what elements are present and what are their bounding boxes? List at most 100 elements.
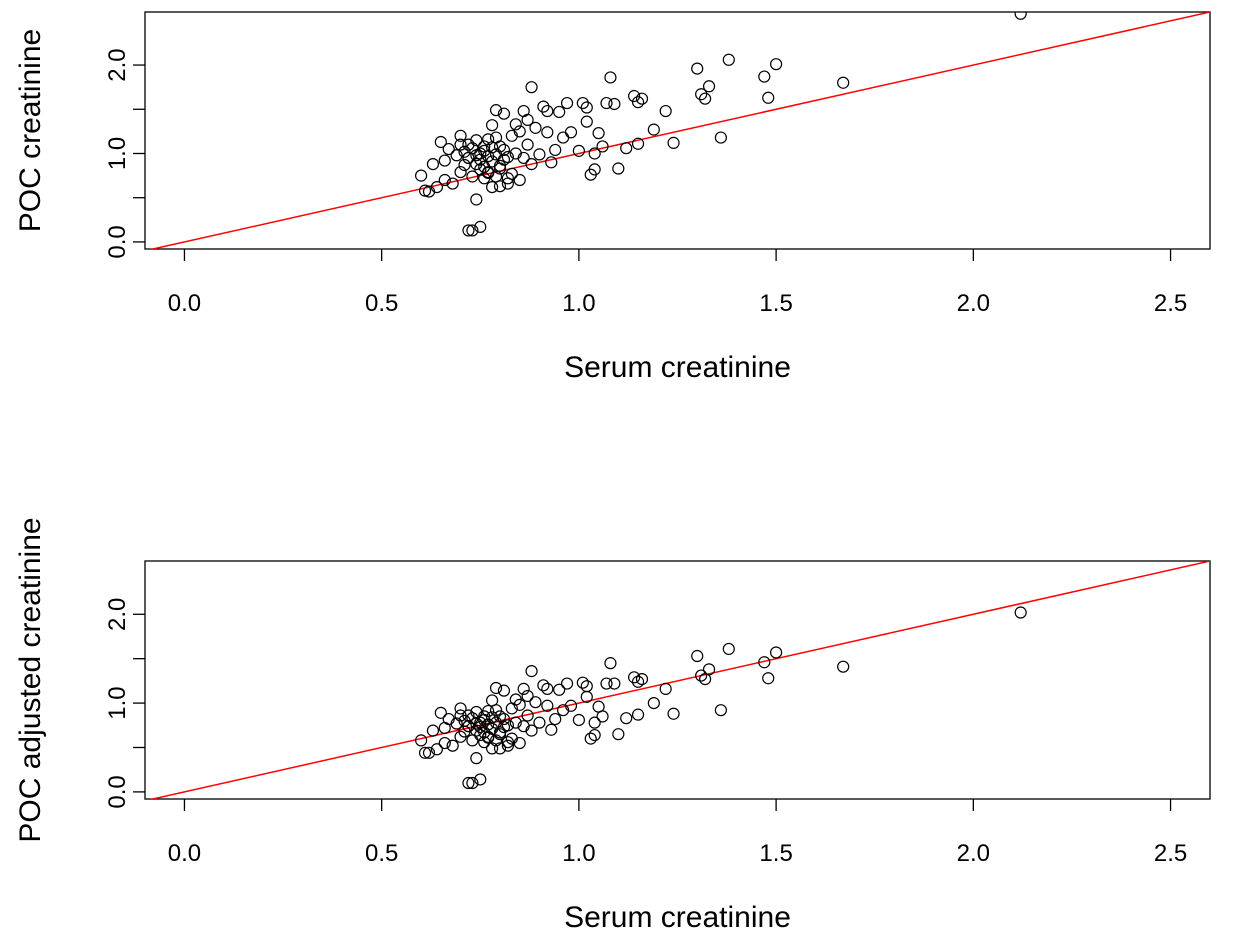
data-point	[553, 105, 566, 119]
data-point	[837, 76, 850, 89]
data-point	[466, 224, 479, 237]
data-point	[537, 100, 550, 113]
data-point	[450, 717, 463, 730]
data-point	[628, 671, 641, 684]
data-point	[541, 682, 554, 695]
data-point	[501, 177, 514, 190]
data-point	[525, 724, 538, 737]
data-point	[422, 746, 436, 759]
data-point	[1014, 606, 1027, 619]
data-point	[758, 70, 771, 83]
data-point	[474, 220, 487, 233]
data-point	[426, 158, 440, 171]
data-point	[628, 89, 641, 103]
data-point	[596, 710, 609, 723]
data-point	[474, 728, 487, 742]
data-point	[1014, 12, 1027, 20]
data-point	[501, 150, 514, 164]
data-point	[521, 113, 534, 126]
data-point	[489, 704, 503, 717]
data-point	[462, 776, 475, 790]
data-point	[446, 177, 459, 190]
data-point	[493, 710, 507, 723]
data-point	[438, 173, 451, 187]
data-point	[517, 151, 530, 165]
data-point	[497, 712, 511, 726]
data-point	[588, 163, 601, 176]
data-point	[462, 720, 475, 733]
data-point	[667, 707, 680, 720]
data-point	[541, 126, 554, 139]
data-point	[482, 718, 495, 731]
x-tick-label: 0.0	[168, 290, 201, 317]
data-point	[521, 689, 534, 703]
data-point	[478, 144, 491, 157]
x-tick-label: 2.0	[957, 840, 990, 867]
data-point	[560, 677, 574, 690]
data-point	[454, 702, 467, 715]
data-point	[659, 682, 672, 695]
x-tick-label: 1.5	[759, 290, 792, 317]
data-point	[450, 149, 463, 162]
data-point	[588, 147, 601, 160]
data-point	[486, 180, 499, 194]
data-point	[438, 154, 451, 167]
data-point	[486, 742, 499, 755]
data-point	[497, 684, 511, 697]
data-point	[482, 166, 495, 180]
data-point	[474, 773, 487, 786]
data-point	[513, 736, 526, 750]
data-point	[564, 126, 578, 139]
data-point	[493, 742, 507, 755]
data-point	[691, 649, 704, 663]
x-tick-label: 0.5	[365, 840, 398, 867]
data-point	[521, 709, 534, 722]
data-point	[493, 159, 507, 172]
data-point	[600, 96, 613, 110]
data-point	[430, 180, 443, 194]
x-tick-label: 0.0	[168, 840, 201, 867]
data-point	[695, 88, 708, 101]
data-point	[770, 646, 783, 659]
data-point	[635, 92, 649, 105]
data-point	[762, 672, 775, 685]
data-point	[608, 677, 621, 690]
data-point	[470, 193, 483, 206]
data-point	[533, 148, 546, 161]
data-point	[545, 156, 558, 169]
data-point	[462, 151, 475, 165]
data-point	[699, 92, 712, 105]
data-point	[691, 62, 704, 75]
data-point	[442, 142, 455, 156]
data-point	[501, 736, 514, 749]
data-point	[458, 158, 471, 172]
data-point	[478, 713, 491, 727]
data-point	[509, 716, 522, 729]
plot-frame	[144, 11, 1211, 250]
data-point	[509, 118, 522, 131]
data-point	[545, 723, 558, 736]
x-tick-label: 2.5	[1154, 290, 1187, 317]
data-point	[470, 717, 483, 730]
data-point	[596, 140, 609, 153]
data-point	[426, 724, 440, 737]
data-point	[493, 140, 507, 153]
x-tick-label: 1.0	[562, 290, 595, 317]
data-point	[635, 673, 649, 686]
data-point	[486, 119, 499, 132]
data-point	[501, 739, 514, 752]
data-point	[580, 115, 593, 128]
data-point	[714, 704, 727, 717]
identity-line	[149, 12, 1210, 249]
x-tick-label: 2.0	[957, 290, 990, 317]
data-point	[762, 91, 775, 104]
data-point	[557, 131, 570, 144]
data-point	[454, 165, 467, 179]
data-point	[560, 96, 574, 110]
data-point	[576, 676, 589, 689]
data-point	[415, 734, 428, 747]
x-tick-label: 1.0	[562, 840, 595, 867]
data-point	[631, 675, 645, 688]
data-point	[604, 657, 617, 670]
